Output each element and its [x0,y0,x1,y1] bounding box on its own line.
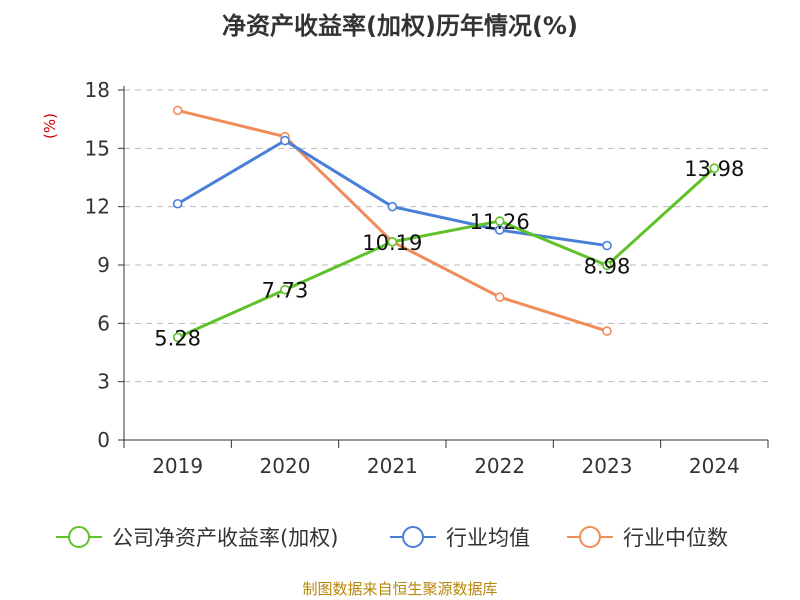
x-tick-label-2020: 2020 [260,454,311,478]
y-tick-label-9: 9 [97,253,110,277]
data-point-s0-2020 [280,284,290,295]
x-tick-label-2021: 2021 [367,454,418,478]
data-source-note: 制图数据来自恒生聚源数据库 [302,580,498,598]
chart-title: 净资产收益率(加权)历年情况(%) [222,12,578,40]
data-label-2024: 13.98 [684,157,744,181]
data-point-s1-2022 [494,225,505,235]
data-point-s0-2021 [387,237,398,247]
data-point-s2-2019 [172,105,183,116]
y-tick-label-15: 15 [85,136,110,160]
data-label-2020: 7.73 [262,279,309,303]
legend-marker-2 [579,526,601,548]
legend-label-0: 公司净资产收益率(加权) [112,526,338,550]
legend-label-2: 行业中位数 [623,526,728,550]
data-point-s0-2022 [494,216,505,226]
data-point-s0-2023 [602,260,612,271]
y-tick-label-12: 12 [85,195,110,219]
data-label-2022: 11.26 [470,210,530,234]
y-tick-label-18: 18 [85,78,110,102]
data-point-s1-2019 [172,198,183,209]
data-label-2023: 8.98 [584,254,631,278]
y-tick-label-3: 3 [97,370,110,394]
data-point-s0-2019 [172,332,183,343]
data-point-s1-2023 [602,240,612,251]
data-point-s0-2024 [709,163,720,173]
x-tick-label-2022: 2022 [474,454,525,478]
data-label-2019: 5.28 [154,326,201,350]
data-point-s2-2023 [602,326,612,336]
legend-marker-1 [402,526,424,548]
data-label-2021: 10.19 [362,231,422,255]
x-tick-label-2019: 2019 [152,454,203,478]
data-point-s2-2022 [494,292,505,302]
data-point-s1-2020 [280,135,290,146]
x-tick-label-2023: 2023 [582,454,633,478]
legend-label-1: 行业均值 [446,526,530,550]
x-tick-label-2024: 2024 [689,454,740,478]
series-line-0 [177,167,716,339]
series-line-2 [177,108,608,333]
y-tick-label-6: 6 [97,311,110,335]
series-line-1 [176,139,608,248]
data-point-s1-2021 [387,201,398,212]
y-tick-label-0: 0 [97,428,110,452]
legend-marker-0 [68,526,90,548]
